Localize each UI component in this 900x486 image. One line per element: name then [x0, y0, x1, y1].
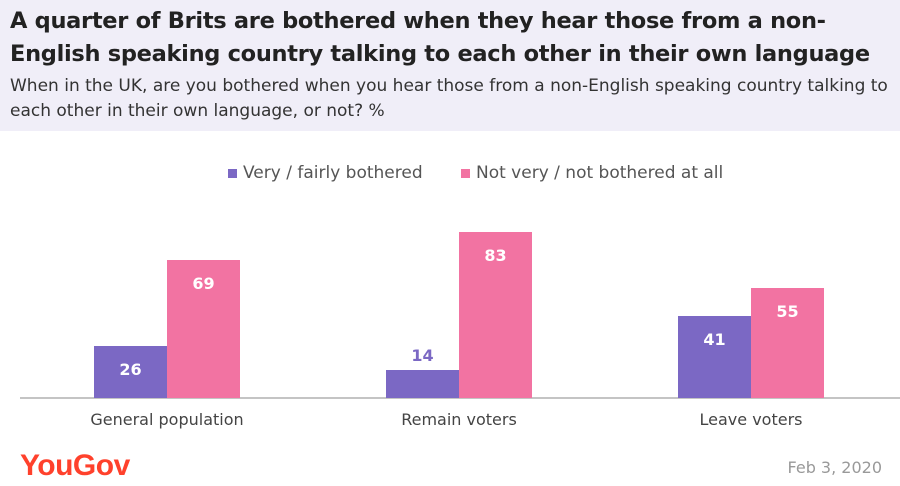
data-label-2-3: 55 — [776, 302, 798, 321]
category-label-1: General population — [90, 410, 243, 429]
chart-subtitle: When in the UK, are you bothered when yo… — [10, 76, 888, 121]
data-label-1-2: 14 — [411, 346, 433, 365]
data-label-2-2: 83 — [484, 246, 506, 265]
legend-label-series-2: Not very / not bothered at all — [476, 163, 724, 183]
data-label-1-1: 26 — [119, 360, 141, 379]
legend-label-series-1: Very / fairly bothered — [243, 163, 423, 183]
bar-2-2 — [459, 232, 532, 398]
category-label-3: Leave voters — [700, 410, 803, 429]
bar-1-3 — [678, 316, 751, 398]
chart-title: A quarter of Brits are bothered when the… — [10, 8, 870, 67]
legend-swatch-series-2 — [461, 168, 470, 178]
bar-2-3 — [751, 288, 824, 398]
legend-item-not-bothered: Not very / not bothered at all — [461, 163, 723, 183]
legend-swatch-series-1 — [228, 168, 237, 178]
header-band: A quarter of Brits are bothered when the… — [0, 0, 900, 131]
legend-item-very-fairly-bothered: Very / fairly bothered — [228, 163, 423, 183]
data-label-1-3: 41 — [703, 330, 725, 349]
category-label-2: Remain voters — [401, 410, 517, 429]
bar-2-1 — [167, 260, 240, 398]
chart-legend: Very / fairly bothered Not very / not bo… — [0, 163, 900, 187]
publish-date: Feb 3, 2020 — [787, 458, 882, 477]
bar-1-2 — [386, 370, 459, 398]
yougov-logo: YouGov — [20, 449, 130, 482]
bar-1-1 — [94, 346, 167, 398]
data-label-2-1: 69 — [192, 274, 214, 293]
